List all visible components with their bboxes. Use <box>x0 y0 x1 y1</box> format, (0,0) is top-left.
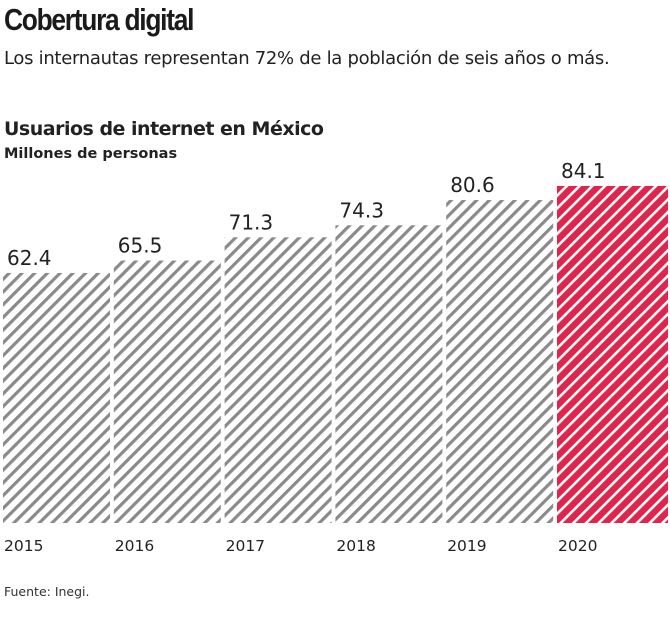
x-tick-label: 2018 <box>336 537 375 555</box>
source-note: Fuente: Inegi. <box>4 584 90 599</box>
data-label: 62.4 <box>7 246 52 270</box>
x-tick-label: 2020 <box>558 537 597 555</box>
data-label: 80.6 <box>450 173 495 197</box>
x-tick-label: 2015 <box>4 537 43 555</box>
bar-2019 <box>446 200 554 523</box>
bar-2020 <box>557 186 668 523</box>
data-label: 74.3 <box>339 198 384 222</box>
page-title: Cobertura digital <box>4 2 194 37</box>
x-tick-label: 2017 <box>226 537 265 555</box>
chart-title: Usuarios de internet en México <box>4 118 324 140</box>
bar-2018 <box>335 225 443 524</box>
bar-2017 <box>224 237 332 523</box>
page-subtitle: Los internautas representan 72% de la po… <box>4 48 610 69</box>
bar-2016 <box>113 260 221 523</box>
x-tick-label: 2016 <box>115 537 154 555</box>
data-label: 65.5 <box>118 234 163 258</box>
data-label: 71.3 <box>229 210 274 234</box>
x-tick-label: 2019 <box>447 537 486 555</box>
unit-label: Millones de personas <box>4 146 178 162</box>
data-label: 84.1 <box>561 159 606 183</box>
bar-2015 <box>3 272 110 523</box>
